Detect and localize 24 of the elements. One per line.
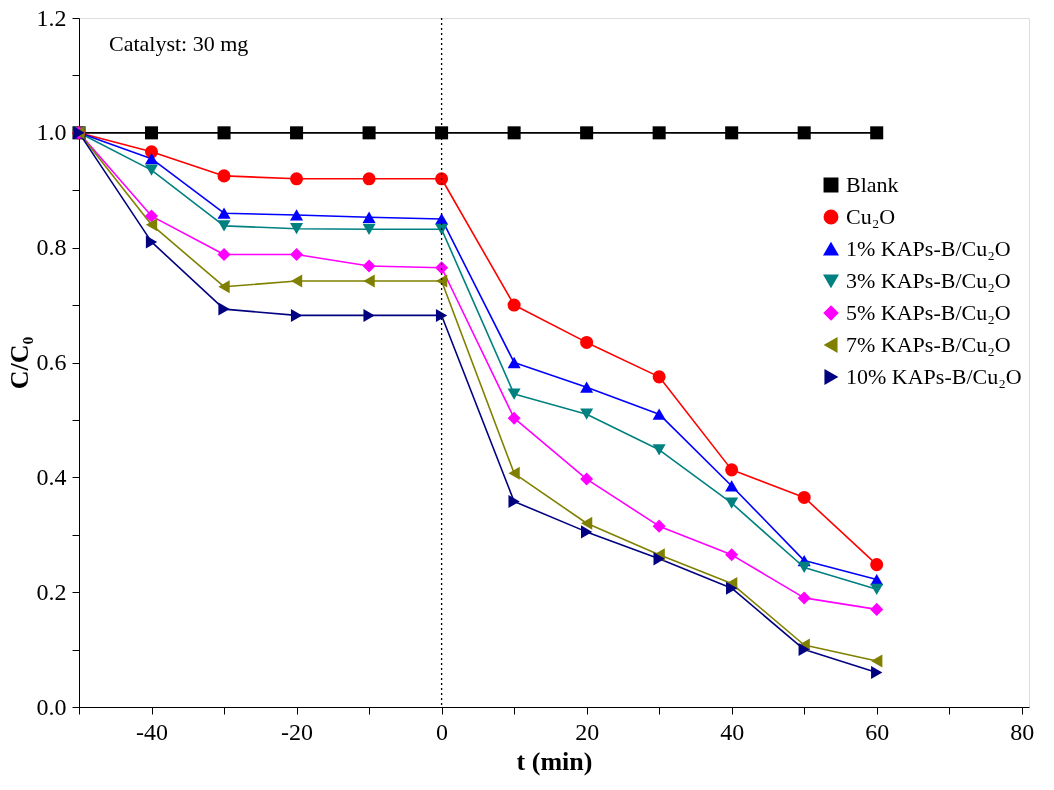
legend-label: Blank bbox=[846, 172, 899, 197]
y-tick-label: 0.0 bbox=[36, 693, 67, 720]
x-tick-label: -40 bbox=[136, 718, 169, 745]
x-axis-title: t (min) bbox=[516, 746, 593, 776]
x-tick-label: 60 bbox=[865, 718, 890, 745]
x-tick-label: -20 bbox=[281, 718, 314, 745]
y-tick-label: 0.8 bbox=[36, 234, 67, 261]
x-tick-label: 40 bbox=[720, 718, 745, 745]
x-tick-label: 20 bbox=[575, 718, 600, 745]
y-tick-label: 0.4 bbox=[36, 463, 67, 490]
legend-label: 5% KAPs-B/Cu₂O bbox=[846, 300, 1011, 325]
y-tick-label: 1.2 bbox=[36, 4, 67, 31]
x-tick-label: 0 bbox=[436, 718, 449, 745]
annotation: Catalyst: 30 mg bbox=[109, 31, 249, 56]
legend-label: 3% KAPs-B/Cu₂O bbox=[846, 268, 1011, 293]
legend-label: 10% KAPs-B/Cu₂O bbox=[846, 364, 1022, 389]
legend-label: 7% KAPs-B/Cu₂O bbox=[846, 332, 1011, 357]
y-tick-label: 0.6 bbox=[36, 349, 67, 375]
y-tick-label: 1.0 bbox=[36, 119, 67, 146]
y-tick-label: 0.2 bbox=[36, 578, 67, 605]
x-tick-label: 80 bbox=[1010, 718, 1035, 745]
legend-label: Cu₂O bbox=[846, 204, 896, 229]
legend-label: 1% KAPs-B/Cu₂O bbox=[846, 236, 1011, 261]
y-axis-title: C/C₀ bbox=[4, 336, 34, 390]
